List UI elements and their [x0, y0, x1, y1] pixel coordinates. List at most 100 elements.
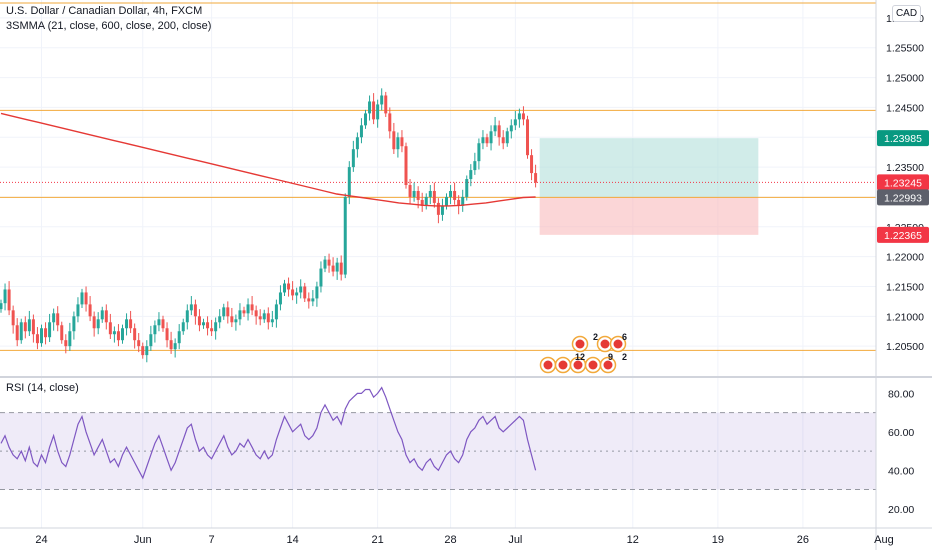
candle[interactable]: [202, 318, 205, 329]
candle[interactable]: [404, 142, 408, 189]
candle[interactable]: [226, 301, 230, 324]
candle[interactable]: [436, 198, 440, 224]
smma-line[interactable]: [0, 112, 536, 207]
candle[interactable]: [400, 130, 404, 153]
loss-zone[interactable]: [539, 197, 759, 235]
candle[interactable]: [505, 127, 509, 147]
candle[interactable]: [497, 120, 501, 146]
candle[interactable]: [465, 175, 469, 201]
event-marker[interactable]: [584, 356, 602, 374]
candle[interactable]: [432, 182, 436, 208]
candle[interactable]: [177, 324, 181, 350]
candle[interactable]: [457, 195, 461, 215]
candle[interactable]: [274, 299, 278, 328]
candle[interactable]: [185, 304, 189, 330]
candle[interactable]: [214, 317, 218, 340]
candle[interactable]: [489, 125, 493, 151]
candle[interactable]: [157, 312, 161, 332]
candle[interactable]: [84, 286, 88, 312]
candle[interactable]: [485, 133, 489, 147]
candle[interactable]: [278, 285, 282, 311]
candle[interactable]: [445, 193, 448, 210]
candle[interactable]: [266, 307, 270, 330]
candle[interactable]: [242, 306, 246, 317]
candle[interactable]: [68, 322, 72, 351]
candle[interactable]: [343, 193, 347, 279]
candle[interactable]: [311, 290, 315, 307]
candle[interactable]: [335, 257, 339, 280]
candle[interactable]: [408, 179, 412, 205]
candle[interactable]: [359, 118, 363, 144]
candle[interactable]: [424, 193, 428, 210]
candle[interactable]: [307, 292, 311, 309]
candle[interactable]: [173, 338, 177, 358]
candle[interactable]: [526, 115, 529, 159]
candle[interactable]: [420, 192, 424, 212]
candle[interactable]: [96, 312, 100, 335]
candle[interactable]: [35, 327, 39, 350]
candle[interactable]: [530, 149, 534, 181]
candle[interactable]: [319, 261, 323, 293]
candle[interactable]: [64, 334, 68, 354]
candle[interactable]: [250, 296, 254, 316]
candle[interactable]: [372, 93, 376, 125]
event-marker[interactable]: [599, 356, 617, 374]
candle[interactable]: [262, 309, 266, 323]
price-label[interactable]: 1.22993: [877, 189, 929, 206]
candle[interactable]: [327, 253, 331, 273]
candle[interactable]: [181, 318, 185, 335]
candle[interactable]: [384, 91, 388, 117]
candle[interactable]: [56, 306, 60, 332]
price-label[interactable]: 1.22365: [877, 226, 929, 243]
candle[interactable]: [76, 297, 80, 323]
candle[interactable]: [521, 106, 525, 126]
candle[interactable]: [254, 305, 258, 325]
candle[interactable]: [0, 299, 3, 313]
candle[interactable]: [141, 342, 145, 359]
candle[interactable]: [473, 152, 477, 175]
candle[interactable]: [351, 140, 355, 172]
candle[interactable]: [509, 119, 513, 139]
candle[interactable]: [189, 296, 193, 316]
candle[interactable]: [7, 281, 11, 316]
candle[interactable]: [234, 314, 238, 331]
currency-button[interactable]: CAD: [892, 5, 921, 22]
candle[interactable]: [121, 324, 124, 344]
event-marker[interactable]: [571, 335, 589, 353]
candle[interactable]: [246, 298, 250, 321]
candle[interactable]: [149, 325, 153, 351]
profit-zone[interactable]: [539, 138, 759, 198]
candle[interactable]: [287, 277, 291, 297]
candle[interactable]: [108, 313, 112, 339]
candle[interactable]: [469, 164, 473, 187]
candle[interactable]: [461, 189, 465, 212]
candle[interactable]: [165, 322, 169, 348]
candle[interactable]: [388, 107, 392, 139]
candle[interactable]: [323, 256, 327, 273]
candle[interactable]: [299, 279, 303, 299]
candle[interactable]: [364, 109, 367, 129]
candle[interactable]: [477, 138, 481, 170]
candle[interactable]: [40, 324, 43, 347]
candle[interactable]: [238, 303, 242, 326]
candle[interactable]: [153, 320, 157, 343]
candle[interactable]: [258, 309, 262, 326]
candle[interactable]: [72, 311, 76, 340]
candle[interactable]: [129, 310, 133, 334]
candle[interactable]: [283, 279, 286, 297]
candle[interactable]: [315, 281, 319, 307]
candle[interactable]: [210, 319, 214, 337]
candle[interactable]: [145, 340, 149, 363]
candle[interactable]: [355, 132, 359, 158]
candle[interactable]: [218, 309, 222, 329]
candle[interactable]: [501, 130, 505, 150]
event-marker[interactable]: [609, 335, 627, 353]
candle[interactable]: [230, 307, 234, 328]
price-label[interactable]: 1.23985: [877, 130, 929, 147]
price-axis-bg[interactable]: [876, 0, 932, 550]
candle[interactable]: [161, 315, 165, 332]
candle[interactable]: [347, 161, 351, 205]
candle[interactable]: [92, 311, 96, 337]
